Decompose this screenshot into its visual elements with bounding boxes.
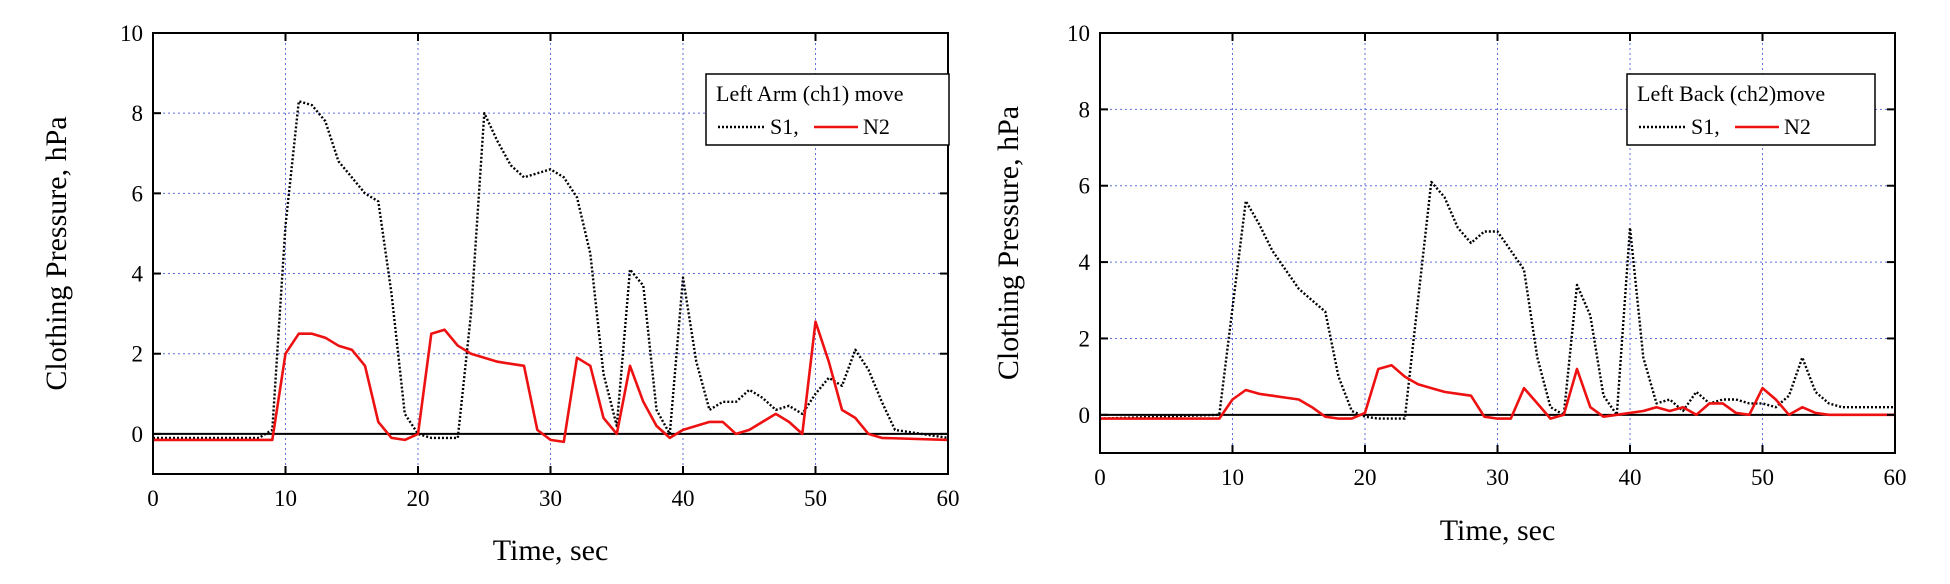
x-tick-label: 60 bbox=[937, 486, 960, 511]
y-tick-label: 0 bbox=[132, 422, 144, 447]
x-tick-label: 40 bbox=[1619, 465, 1642, 490]
left-back-chart: 0 10 20 30 40 50 60 0 2 4 6 8 10 Time, sec Clothing … bbox=[992, 21, 1907, 547]
tick-labels: 0 10 20 30 40 50 60 0 2 4 6 8 10 bbox=[1067, 21, 1907, 490]
y-tick-label: 2 bbox=[1079, 326, 1091, 351]
y-tick-label: 8 bbox=[1079, 97, 1091, 122]
y-tick-label: 4 bbox=[1079, 250, 1091, 275]
x-tick-label: 50 bbox=[1751, 465, 1774, 490]
legend-box bbox=[705, 73, 950, 146]
series-line-s1 bbox=[1099, 180, 1895, 420]
legend-box bbox=[1626, 73, 1876, 146]
x-tick-label: 50 bbox=[804, 486, 827, 511]
legend: Left Arm (ch1) move S1, N2 bbox=[705, 73, 950, 146]
x-tick-label: 30 bbox=[539, 486, 562, 511]
x-axis-label: Time, sec bbox=[1440, 514, 1556, 547]
x-tick-label: 20 bbox=[407, 486, 430, 511]
x-tick-label: 0 bbox=[1094, 465, 1106, 490]
legend-label-n2: N2 bbox=[1784, 114, 1811, 139]
series-group bbox=[153, 99, 949, 444]
y-tick-label: 0 bbox=[1079, 403, 1091, 428]
x-tick-label: 0 bbox=[147, 486, 159, 511]
legend: Left Back (ch2)move S1, N2 bbox=[1626, 73, 1876, 146]
x-tick-label: 30 bbox=[1486, 465, 1509, 490]
legend-title: Left Arm (ch1) move bbox=[716, 81, 904, 106]
series-line-n2 bbox=[153, 320, 949, 444]
y-axis-label: Clothing Pressure, hPa bbox=[992, 106, 1025, 380]
legend-label-s1: S1, bbox=[1691, 114, 1720, 139]
tick-labels: 0 10 20 30 40 50 60 0 2 4 6 8 10 bbox=[120, 21, 960, 511]
x-tick-label: 40 bbox=[672, 486, 695, 511]
x-tick-label: 10 bbox=[1221, 465, 1244, 490]
y-tick-label: 10 bbox=[120, 21, 143, 46]
x-tick-label: 60 bbox=[1884, 465, 1907, 490]
y-axis-label: Clothing Pressure, hPa bbox=[40, 116, 73, 390]
y-tick-label: 2 bbox=[132, 342, 144, 367]
x-tick-label: 20 bbox=[1354, 465, 1377, 490]
y-tick-label: 4 bbox=[132, 262, 144, 287]
left-arm-chart: 0 10 20 30 40 50 60 0 2 4 6 8 10 Time, sec Clothing … bbox=[40, 21, 960, 567]
y-tick-label: 10 bbox=[1067, 21, 1090, 46]
legend-label-s1: S1, bbox=[770, 114, 799, 139]
y-tick-label: 6 bbox=[132, 181, 144, 206]
x-axis-label: Time, sec bbox=[493, 534, 609, 567]
plot-frame bbox=[1099, 32, 1896, 454]
plot-frame bbox=[152, 32, 949, 475]
y-tick-label: 6 bbox=[1079, 174, 1091, 199]
legend-title: Left Back (ch2)move bbox=[1637, 81, 1825, 106]
y-tick-label: 8 bbox=[132, 101, 144, 126]
grid-lines bbox=[153, 33, 948, 474]
series-group bbox=[1099, 180, 1895, 420]
x-tick-label: 10 bbox=[274, 486, 297, 511]
legend-label-n2: N2 bbox=[863, 114, 890, 139]
series-line-s1 bbox=[153, 99, 949, 440]
series-line-n2 bbox=[1100, 363, 1895, 420]
